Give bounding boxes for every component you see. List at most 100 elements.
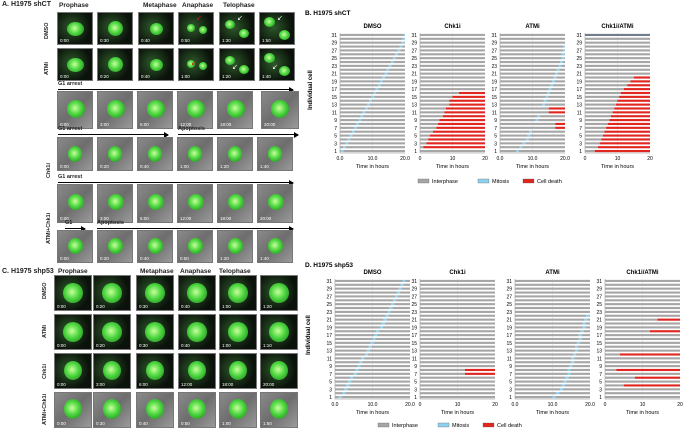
interphase-bar <box>420 72 485 75</box>
y-tick-label: 29 <box>596 287 602 293</box>
interphase-bar <box>369 349 410 352</box>
time-stamp: 1:00 <box>222 421 231 426</box>
interphase-bar <box>371 345 410 348</box>
interphase-bar <box>522 146 565 149</box>
time-stamp: 0:50 <box>180 256 189 261</box>
interphase-bar <box>585 138 602 141</box>
cell-nucleus <box>188 146 202 162</box>
y-tick-label: 11 <box>412 110 417 116</box>
cell-death-bar <box>650 330 680 333</box>
cell-nucleus <box>187 60 195 68</box>
y-tick-label: 11 <box>332 110 337 116</box>
time-stamp: 18:00 <box>222 382 234 387</box>
interphase-bar <box>353 376 410 379</box>
cell-death-bar <box>619 95 650 98</box>
mitosis-bar <box>400 283 404 286</box>
y-tick-label: 5 <box>329 380 332 386</box>
panel-a-micrograph: 1:00 <box>177 137 213 171</box>
time-stamp: 20:00 <box>263 382 275 387</box>
interphase-bar <box>568 376 590 379</box>
cell-nucleus <box>227 100 245 118</box>
interphase-bar <box>605 326 680 329</box>
panel-a-micrograph: 0:40 <box>137 137 173 171</box>
interphase-bar <box>515 384 562 387</box>
interphase-bar <box>585 68 650 71</box>
y-tick-label: 7 <box>509 372 512 378</box>
cell-death-bar <box>555 122 565 126</box>
y-tick-label: 19 <box>491 79 497 85</box>
interphase-bar <box>515 318 585 321</box>
interphase-bar <box>420 357 495 360</box>
panel-a-row-label-dmso: DMSO <box>44 22 50 39</box>
interphase-bar <box>420 291 495 294</box>
interphase-bar <box>340 91 374 95</box>
interphase-bar <box>585 60 650 64</box>
interphase-bar <box>341 396 410 399</box>
interphase-bar <box>420 41 485 44</box>
panel-a-col-prophase: Prophase <box>59 2 89 9</box>
interphase-bar <box>500 134 528 137</box>
cell-nucleus <box>63 283 83 303</box>
interphase-bar <box>500 41 565 44</box>
cell-nucleus <box>270 399 288 419</box>
interphase-bar <box>500 91 548 95</box>
y-tick-label: 7 <box>494 126 497 132</box>
interphase-bar <box>515 392 557 395</box>
panel-a-micrograph: 6:00 <box>137 184 173 223</box>
interphase-bar <box>605 303 680 306</box>
mitosis-bar <box>560 388 563 391</box>
cell-nucleus <box>264 17 275 27</box>
panel-a-micrograph: 0:40 <box>138 48 174 81</box>
y-tick-label: 21 <box>506 318 512 324</box>
panel-a-micrograph: 1:40 <box>257 230 293 263</box>
x-tick-label: 10.0 <box>528 156 538 162</box>
panel-c-micrograph: 1:10 <box>260 314 298 350</box>
interphase-bar <box>420 345 495 348</box>
time-stamp: 0:40 <box>181 304 190 309</box>
interphase-bar <box>420 376 495 379</box>
cell-nucleus <box>145 322 165 342</box>
interphase-bar <box>500 142 523 145</box>
y-tick-label: 15 <box>491 95 497 101</box>
y-tick-label: 5 <box>414 380 417 386</box>
interphase-bar <box>581 337 590 341</box>
mitosis-bar <box>404 33 405 36</box>
y-tick-label: 7 <box>334 126 337 132</box>
interphase-bar <box>340 103 367 106</box>
time-stamp: 0:00 <box>60 122 69 127</box>
time-stamp: 6:00 <box>140 216 149 221</box>
interphase-bar <box>420 126 437 129</box>
panel-c-micrograph: 1:00 <box>219 275 257 311</box>
interphase-bar <box>585 95 620 98</box>
cell-nucleus <box>108 21 123 36</box>
interphase-bar <box>585 119 610 122</box>
interphase-bar <box>335 376 350 379</box>
subplot-title: Chk1i/ATMi <box>601 24 634 30</box>
cell-nucleus <box>187 100 205 118</box>
interphase-bar <box>396 299 410 302</box>
time-stamp: 0:40 <box>141 38 150 43</box>
time-stamp: 20:00 <box>260 216 272 221</box>
panel-a-micrograph: 0:00 <box>57 48 93 81</box>
panel-a-micrograph: 0:20 <box>97 48 133 81</box>
mitosis-bar <box>402 279 406 282</box>
interphase-bar <box>363 115 405 118</box>
chart-ylabel: Individual cell <box>306 315 312 355</box>
y-tick-label: 3 <box>579 141 582 147</box>
mitosis-bar <box>561 53 565 56</box>
cell-death-bar <box>599 142 650 145</box>
panel-a-micrograph: ↙ 1:50 <box>259 12 295 45</box>
interphase-bar <box>335 349 367 352</box>
panel-a-micrograph: 18:00 <box>217 184 253 223</box>
y-tick-label: 23 <box>596 310 602 316</box>
interphase-bar <box>420 111 445 114</box>
interphase-bar <box>335 318 384 321</box>
cell-death-bar <box>633 76 650 79</box>
cell-nucleus <box>239 29 249 38</box>
interphase-bar <box>420 60 485 64</box>
cell-death-bar <box>428 138 485 141</box>
x-tick-label: 10 <box>615 156 621 162</box>
y-tick-label: 25 <box>326 302 332 308</box>
interphase-bar <box>500 68 557 71</box>
y-tick-label: 23 <box>411 310 417 316</box>
